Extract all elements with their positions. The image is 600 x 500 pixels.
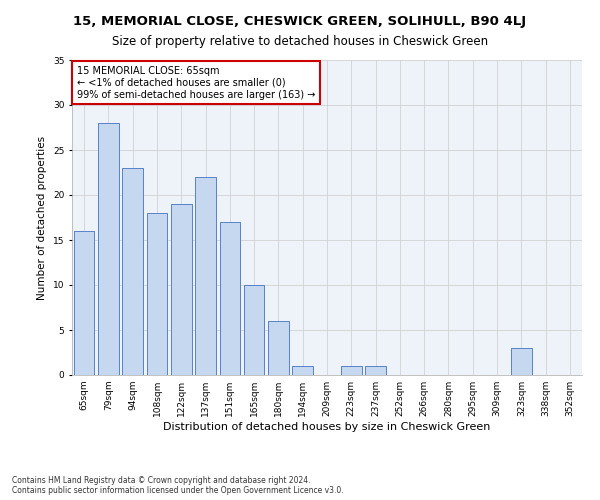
Bar <box>98 123 119 375</box>
Y-axis label: Number of detached properties: Number of detached properties <box>37 136 47 300</box>
Bar <box>146 213 167 375</box>
Text: Size of property relative to detached houses in Cheswick Green: Size of property relative to detached ho… <box>112 35 488 48</box>
Bar <box>195 177 216 375</box>
Bar <box>122 168 143 375</box>
Bar <box>268 321 289 375</box>
Bar <box>511 348 532 375</box>
Text: 15, MEMORIAL CLOSE, CHESWICK GREEN, SOLIHULL, B90 4LJ: 15, MEMORIAL CLOSE, CHESWICK GREEN, SOLI… <box>73 15 527 28</box>
Bar <box>292 366 313 375</box>
Bar <box>74 231 94 375</box>
Bar <box>220 222 240 375</box>
Bar <box>171 204 191 375</box>
Bar <box>365 366 386 375</box>
Bar <box>244 285 265 375</box>
Text: Contains HM Land Registry data © Crown copyright and database right 2024.
Contai: Contains HM Land Registry data © Crown c… <box>12 476 344 495</box>
X-axis label: Distribution of detached houses by size in Cheswick Green: Distribution of detached houses by size … <box>163 422 491 432</box>
Bar <box>341 366 362 375</box>
Text: 15 MEMORIAL CLOSE: 65sqm
← <1% of detached houses are smaller (0)
99% of semi-de: 15 MEMORIAL CLOSE: 65sqm ← <1% of detach… <box>77 66 316 100</box>
